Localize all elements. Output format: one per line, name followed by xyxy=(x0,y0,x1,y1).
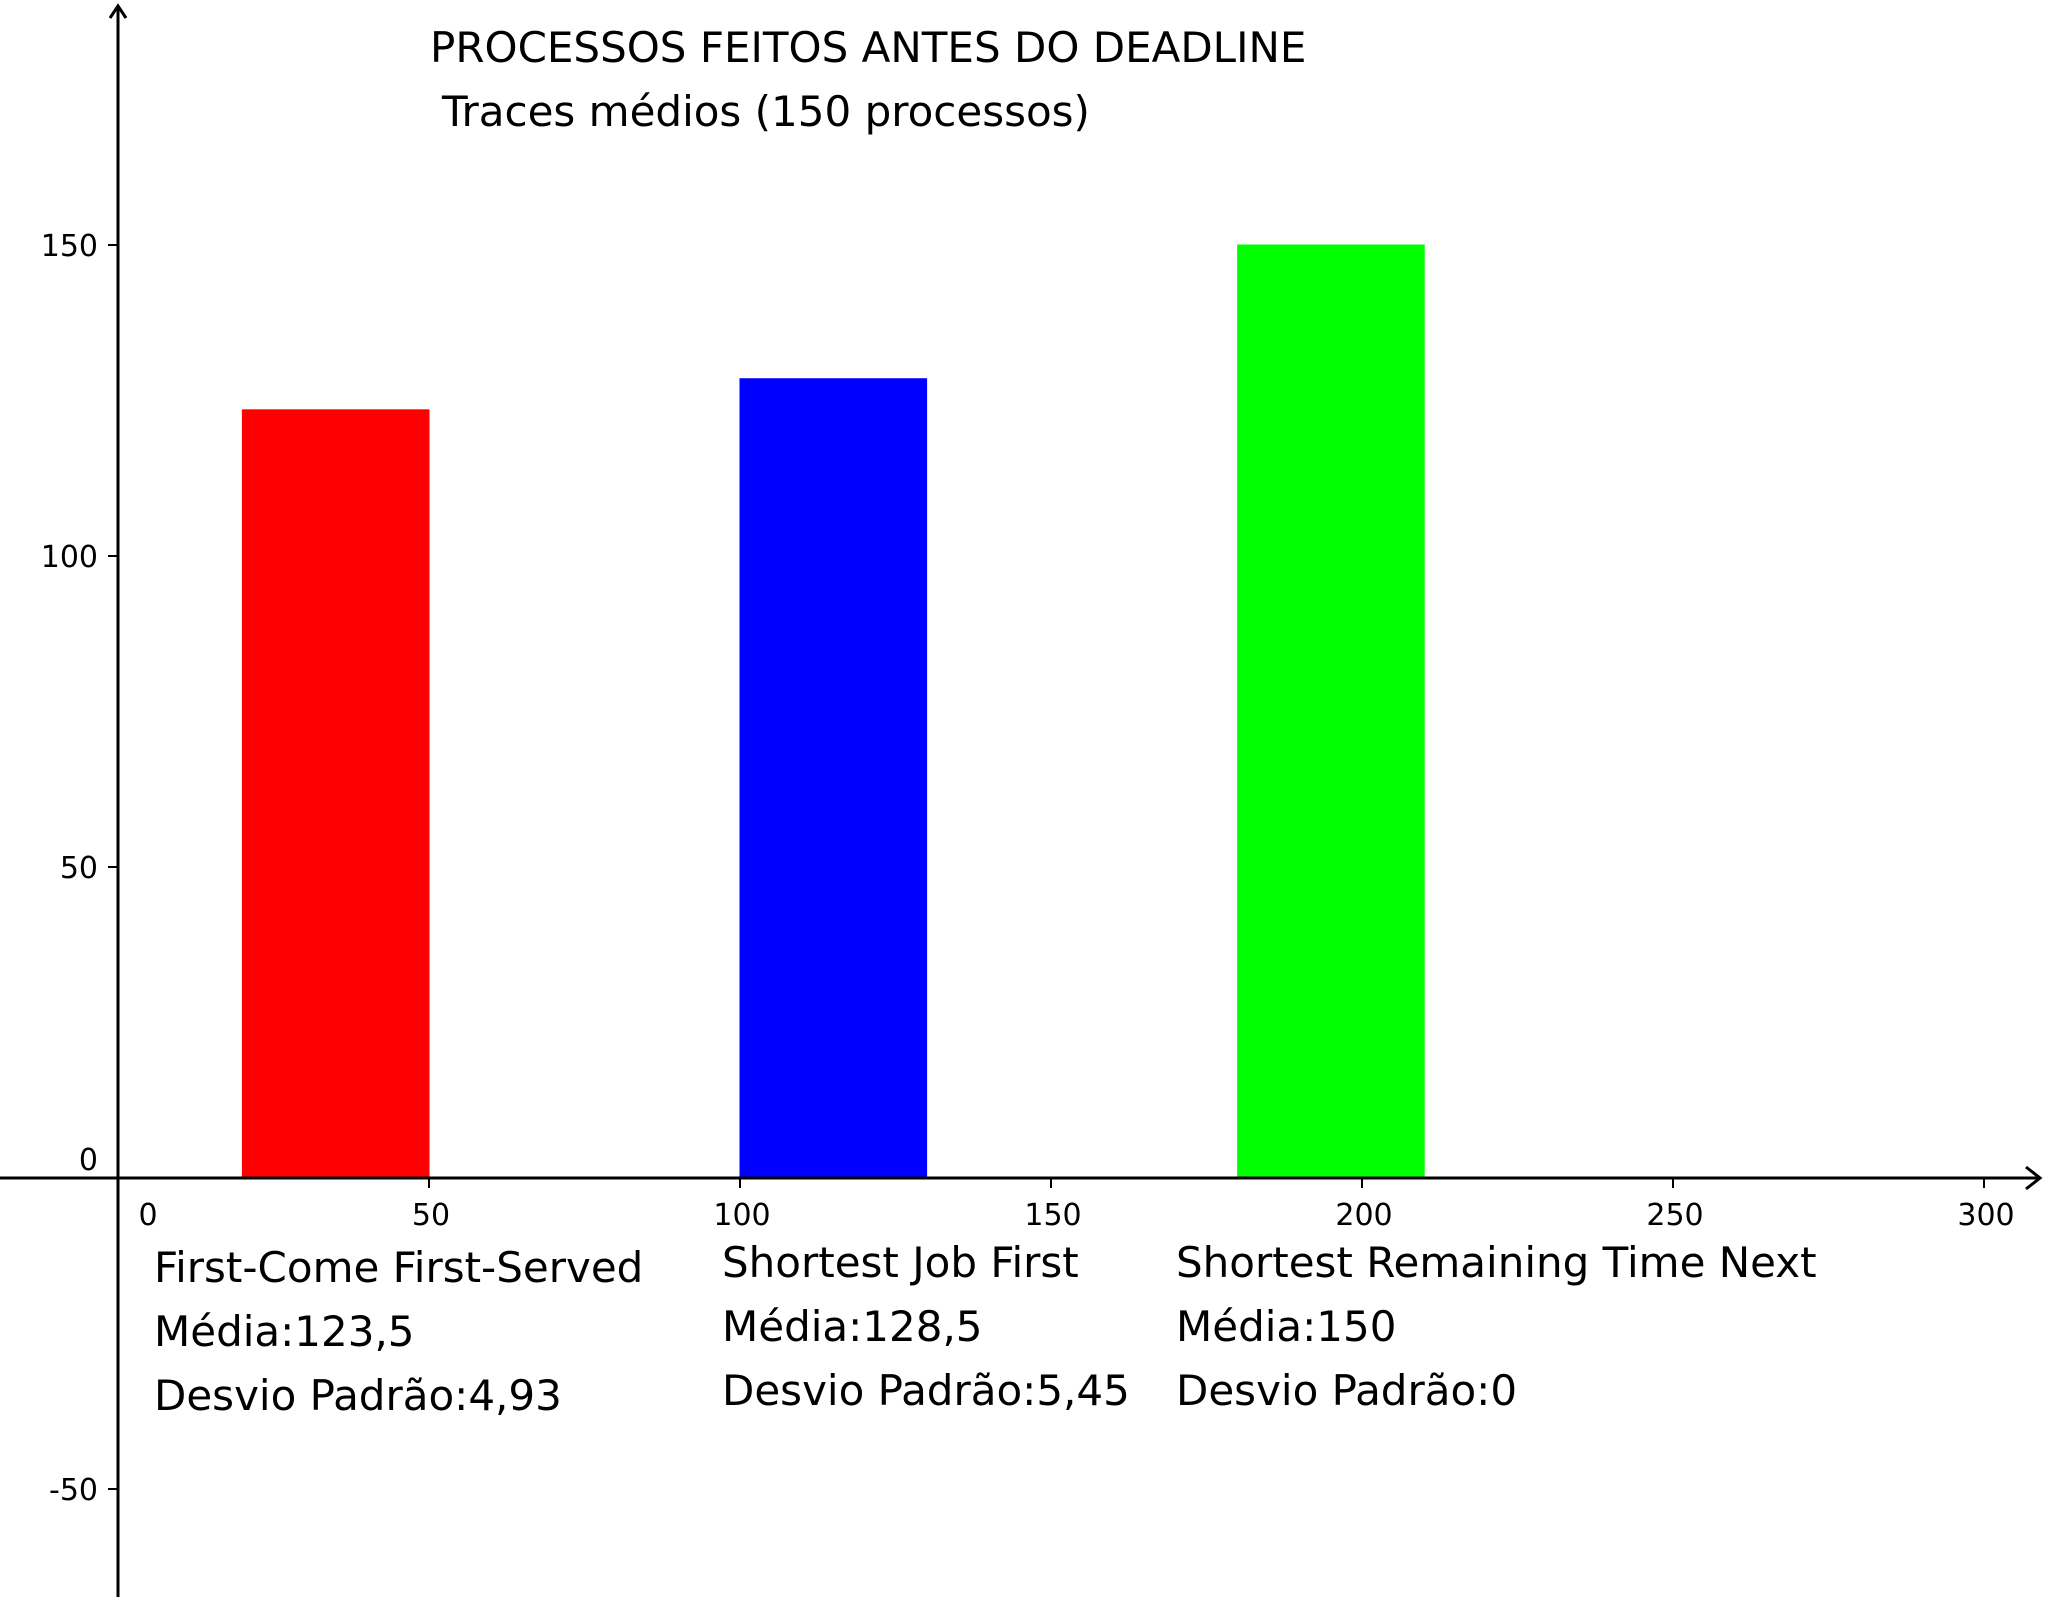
y-tick-label: 0 xyxy=(79,1143,98,1178)
bar-2 xyxy=(739,378,928,1179)
y-tick-label: 50 xyxy=(60,851,98,886)
bars-layer xyxy=(241,244,1425,1179)
annotations-layer: First-Come First-Served Média:123,5 Desvio… xyxy=(154,1238,1817,1420)
ticks-layer: 0 50 100 150 200 250 300 -50 0 50 100 150 xyxy=(41,229,2015,1508)
annotation-media: Média:150 xyxy=(1176,1302,1396,1351)
x-tick-label: 250 xyxy=(1646,1198,1703,1233)
x-tick-label: 100 xyxy=(713,1198,770,1233)
x-tick-label: 150 xyxy=(1024,1198,1081,1233)
y-tick-label: 100 xyxy=(41,540,98,575)
bar-1 xyxy=(241,409,430,1179)
x-tick-label: 50 xyxy=(412,1198,450,1233)
x-axis-arrow-icon xyxy=(2025,1165,2043,1191)
annotation-media: Média:128,5 xyxy=(722,1302,983,1351)
axes-layer xyxy=(0,3,2043,1597)
series-annotation-1: First-Come First-Served Média:123,5 Desvio… xyxy=(154,1243,643,1420)
annotation-name: Shortest Job First xyxy=(722,1238,1079,1287)
annotation-desvio: Desvio Padrão:4,93 xyxy=(154,1371,562,1420)
y-tick-label: -50 xyxy=(49,1473,98,1508)
annotation-name: Shortest Remaining Time Next xyxy=(1176,1238,1817,1287)
annotation-desvio: Desvio Padrão:0 xyxy=(1176,1366,1517,1415)
y-axis-arrow-icon xyxy=(108,3,128,19)
bar-3 xyxy=(1237,244,1425,1179)
annotation-desvio: Desvio Padrão:5,45 xyxy=(722,1366,1130,1415)
annotation-media: Média:123,5 xyxy=(154,1307,415,1356)
series-annotation-2: Shortest Job First Média:128,5 Desvio Padr… xyxy=(722,1238,1130,1415)
annotation-name: First-Come First-Served xyxy=(154,1243,643,1292)
series-annotation-3: Shortest Remaining Time Next Média:150 Des… xyxy=(1176,1238,1817,1415)
x-tick-label: 200 xyxy=(1335,1198,1392,1233)
chart-subtitle: Traces médios (150 processos) xyxy=(441,87,1090,136)
x-tick-label: 0 xyxy=(138,1198,157,1233)
y-tick-label: 150 xyxy=(41,229,98,264)
chart-title: PROCESSOS FEITOS ANTES DO DEADLINE xyxy=(430,23,1306,72)
x-tick-label: 300 xyxy=(1957,1198,2014,1233)
